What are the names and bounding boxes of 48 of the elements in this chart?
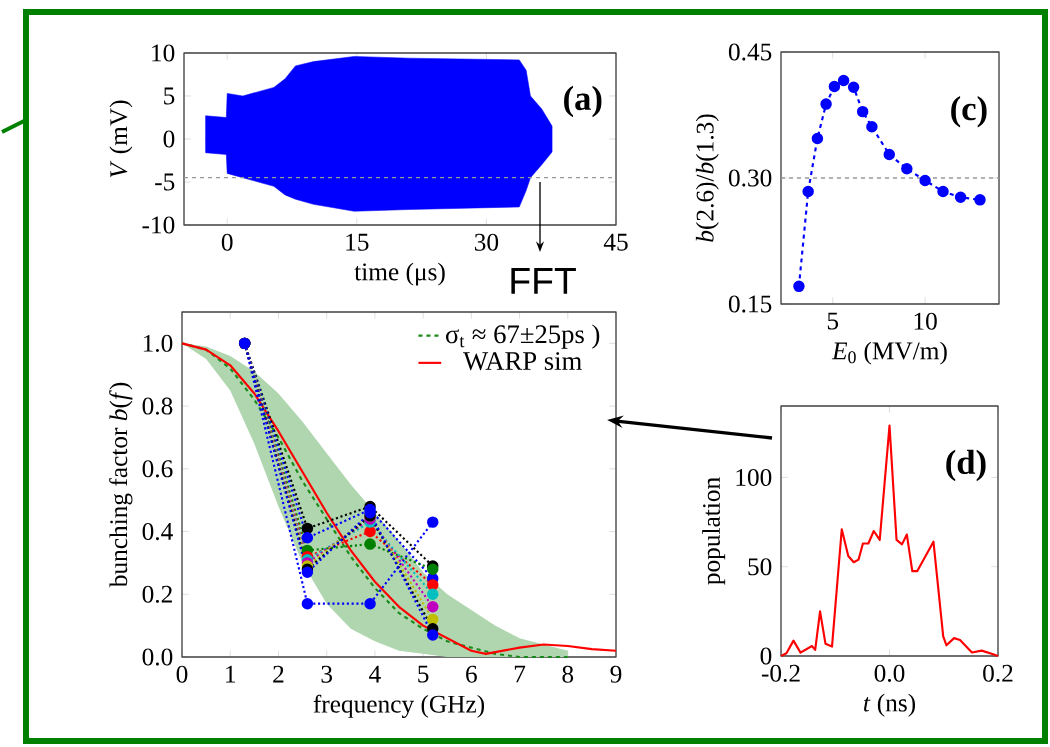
y-tick-label: 0.30 xyxy=(728,169,772,187)
x-tick-label: 7 xyxy=(514,665,526,683)
annotation: (d) xyxy=(946,449,986,482)
x-tick-label: 6 xyxy=(466,665,477,683)
y-tick-label: 10 xyxy=(152,44,175,62)
x-tick-label: 2 xyxy=(273,665,284,683)
y-tick-label: -5 xyxy=(155,173,175,191)
y-tick-label: 5 xyxy=(164,87,175,105)
y-tick-label: 0.4 xyxy=(142,522,173,541)
y-axis-title: V (mV) xyxy=(109,100,133,178)
x-tick-label: 0 xyxy=(221,233,233,251)
y-tick-label: 0.0 xyxy=(142,648,173,666)
x-tick-label: 45 xyxy=(603,233,628,251)
y-tick-label: 0.45 xyxy=(728,43,772,61)
y-axis-title: bunching factor b(f) xyxy=(109,382,133,588)
x-axis-title: E$_{0}$ (MV/m) xyxy=(831,341,947,365)
x-tick-label: 3 xyxy=(321,665,332,683)
y-tick-label: 0.8 xyxy=(142,397,173,415)
x-tick-label: 1 xyxy=(226,665,236,683)
x-tick-label: 15 xyxy=(346,233,369,251)
x-tick-label: -0.2 xyxy=(761,664,800,682)
x-tick-label: 8 xyxy=(562,665,574,683)
y-tick-label: 0.2 xyxy=(142,585,172,603)
x-axis-title: frequency (GHz) xyxy=(313,694,485,718)
y-tick-label: 0 xyxy=(760,647,772,665)
y-tick-label: 50 xyxy=(748,558,772,576)
x-tick-label: 30 xyxy=(474,233,499,251)
y-tick-label: 0 xyxy=(163,130,175,148)
annotation: (a) xyxy=(564,85,602,118)
x-axis-title: t (ns) xyxy=(863,693,916,717)
x-tick-label: 0 xyxy=(176,665,188,683)
x-tick-label: 4 xyxy=(369,665,381,683)
y-tick-label: -10 xyxy=(142,216,175,234)
legend-label: WARP sim xyxy=(463,352,582,371)
x-axis-title: time (μs) xyxy=(354,262,445,286)
y-tick-label: 0.15 xyxy=(728,295,772,313)
legend-label: σ$_{t}$ ≈ 67±25ps ) xyxy=(445,324,600,349)
x-tick-label: 0.2 xyxy=(983,664,1013,682)
x-tick-label: 0.0 xyxy=(874,664,905,682)
y-axis-title: population xyxy=(702,477,726,585)
text: FFT xyxy=(511,268,576,294)
x-tick-label: 9 xyxy=(610,665,622,683)
annotation: (c) xyxy=(951,95,987,128)
y-axis-title: b(2.6)/b(1.3) xyxy=(695,114,719,242)
x-tick-label: 5 xyxy=(418,665,429,683)
y-tick-label: 0.6 xyxy=(142,460,173,478)
y-tick-label: 1.0 xyxy=(143,334,173,352)
y-tick-label: 100 xyxy=(736,468,772,486)
